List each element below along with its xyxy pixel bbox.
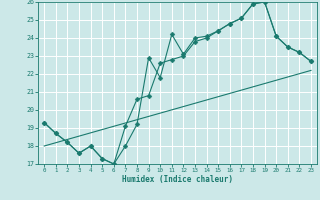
X-axis label: Humidex (Indice chaleur): Humidex (Indice chaleur) bbox=[122, 175, 233, 184]
